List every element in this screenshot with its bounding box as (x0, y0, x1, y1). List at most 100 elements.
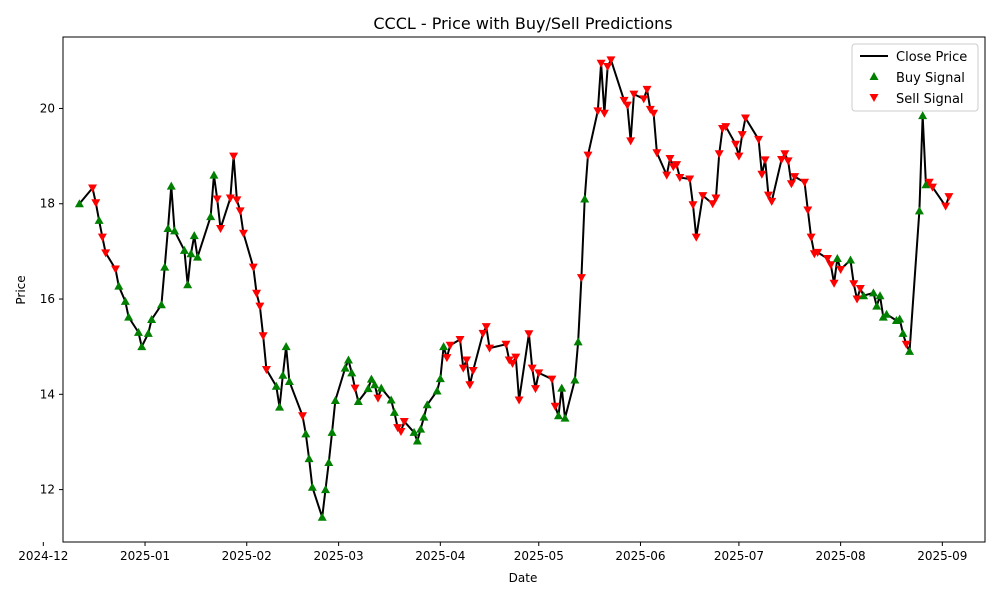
sell-signal-marker (215, 225, 225, 234)
x-tick-label: 2025-06 (615, 549, 665, 563)
buy-signal-marker (120, 296, 130, 305)
sell-signal-marker (826, 261, 836, 270)
buy-signal-marker (832, 254, 842, 263)
sell-signal-marker (806, 233, 816, 242)
sell-signal-marker (783, 157, 793, 166)
sell-signal-marker (688, 201, 698, 210)
x-tick-label: 2025-07 (714, 549, 764, 563)
sell-signal-marker (829, 279, 839, 288)
sell-signal-marker (593, 107, 603, 116)
x-tick-label: 2025-02 (222, 549, 272, 563)
buy-signal-marker (307, 482, 317, 491)
buy-signal-marker (553, 411, 563, 420)
buy-signal-marker (370, 380, 380, 389)
buy-signal-marker (386, 395, 396, 404)
sell-signal-marker (91, 199, 101, 208)
sell-signal-marker (786, 180, 796, 189)
sell-signal-marker (88, 184, 98, 193)
buy-signal-marker (320, 485, 330, 494)
sell-signal-marker (97, 233, 107, 242)
legend-sell-marker (869, 94, 879, 102)
plot-area (62, 36, 986, 543)
sell-signal-marker (481, 323, 491, 332)
sell-signal-marker (740, 114, 750, 123)
sell-signal-marker (734, 152, 744, 161)
buy-signal-marker (557, 383, 567, 392)
sell-signal-marker (229, 152, 239, 161)
sell-signal-marker (550, 402, 560, 411)
sell-signal-marker (675, 174, 685, 183)
sell-signal-marker (714, 150, 724, 159)
sell-signal-marker (603, 63, 613, 72)
sell-signal-marker (767, 197, 777, 206)
sell-signal-marker (606, 56, 616, 65)
buy-signal-marker (94, 215, 104, 224)
sell-signal-marker (731, 140, 741, 149)
x-tick-label: 2025-04 (415, 549, 465, 563)
buy-signal-marker (183, 280, 193, 289)
buy-signal-marker (432, 386, 442, 395)
sell-signal-marker (212, 195, 222, 204)
sell-signal-marker (813, 248, 823, 257)
buy-signal-marker (301, 429, 311, 438)
x-tick-label: 2025-05 (514, 549, 564, 563)
sell-signal-marker (626, 137, 636, 146)
buy-signal-marker (895, 314, 905, 323)
buy-signal-marker (304, 454, 314, 463)
sell-signal-marker (350, 384, 360, 393)
sell-signal-marker (823, 255, 833, 264)
buy-signal-marker (186, 249, 196, 258)
buy-signal-marker (124, 312, 134, 321)
legend-label-sell-signal: Sell Signal (896, 92, 964, 107)
buy-signal-marker (389, 407, 399, 416)
sell-signal-marker (941, 202, 951, 211)
sell-signal-marker (298, 412, 308, 421)
buy-signal-marker (921, 180, 931, 189)
sell-signal-marker (445, 341, 455, 350)
sell-signal-marker (629, 90, 639, 99)
sell-signal-marker (901, 340, 911, 349)
y-tick-label: 14 (40, 387, 55, 401)
buy-signal-marker (353, 396, 363, 405)
sell-signal-marker (737, 131, 747, 140)
buy-signal-marker (573, 337, 583, 346)
buy-signal-marker (271, 381, 281, 390)
buy-signal-marker (439, 342, 449, 351)
sell-signal-marker (232, 196, 242, 205)
buy-signal-marker (284, 376, 294, 385)
buy-signal-marker (327, 427, 337, 436)
sell-signal-marker (576, 274, 586, 283)
buy-signal-marker (193, 252, 203, 261)
sell-signal-marker (462, 356, 472, 365)
sell-signal-marker (639, 95, 649, 104)
buy-signal-marker (435, 374, 445, 383)
sell-signal-marker (508, 359, 518, 368)
buy-signal-marker (163, 224, 173, 233)
sell-signal-marker (849, 280, 859, 289)
sell-signal-marker (757, 170, 767, 179)
x-axis-title: Date (509, 571, 538, 585)
sell-signal-marker (534, 369, 544, 378)
buy-signal-marker (156, 300, 166, 309)
sell-signal-marker (252, 289, 262, 298)
buy-signal-marker (133, 327, 143, 336)
axes-frame (62, 36, 986, 543)
sell-signal-marker (754, 135, 764, 144)
buy-signal-marker (570, 375, 580, 384)
buy-signal-marker (416, 424, 426, 433)
sell-signal-marker (101, 249, 111, 258)
sell-signal-marker (924, 178, 934, 187)
buy-signal-marker (278, 370, 288, 379)
sell-signal-marker (642, 85, 652, 94)
sell-signal-marker (685, 175, 695, 184)
buy-signal-marker (74, 199, 84, 208)
buy-signal-marker (918, 111, 928, 120)
sell-signal-marker (852, 295, 862, 304)
buy-signal-marker (409, 427, 419, 436)
buy-signal-marker (872, 301, 882, 310)
sell-signal-marker (721, 123, 731, 132)
x-tick-label: 2024-12 (18, 549, 68, 563)
buy-signal-marker (179, 245, 189, 254)
buy-signal-marker (363, 384, 373, 393)
